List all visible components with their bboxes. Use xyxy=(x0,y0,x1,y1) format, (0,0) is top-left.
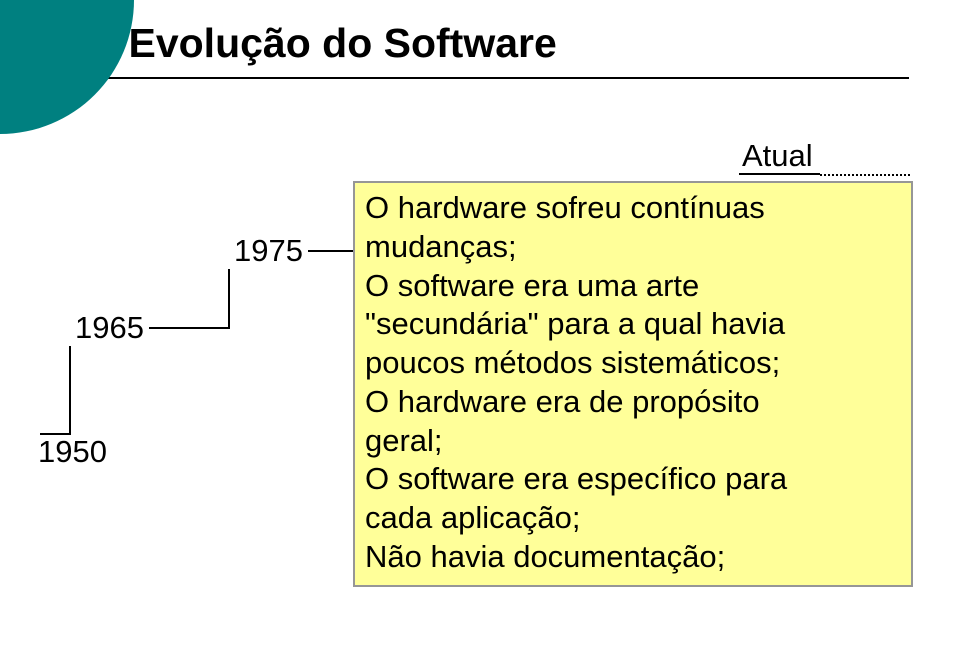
box-line: O hardware sofreu contínuas xyxy=(365,189,901,228)
box-line: geral; xyxy=(365,422,901,461)
box-line: cada aplicação; xyxy=(365,499,901,538)
year-current: Atual xyxy=(742,138,813,174)
atual-dotted-tail xyxy=(820,174,910,176)
box-line: Não havia documentação; xyxy=(365,538,901,577)
box-line: O software era uma arte xyxy=(365,267,901,306)
box-line: mudanças; xyxy=(365,228,901,267)
title-underline xyxy=(89,77,909,79)
page-title: A Evolução do Software xyxy=(89,20,557,67)
box-line: poucos métodos sistemáticos; xyxy=(365,344,901,383)
slide: A Evolução do Software 1950 1965 1975 At… xyxy=(0,0,960,666)
corner-decoration xyxy=(0,0,134,134)
box-line: "secundária" para a qual havia xyxy=(365,305,901,344)
year-1965: 1965 xyxy=(75,310,144,346)
box-line: O software era específico para xyxy=(365,460,901,499)
box-line: O hardware era de propósito xyxy=(365,383,901,422)
era-description-box: O hardware sofreu contínuas mudanças; O … xyxy=(353,181,913,587)
year-1950: 1950 xyxy=(38,434,107,470)
year-1975: 1975 xyxy=(234,233,303,269)
